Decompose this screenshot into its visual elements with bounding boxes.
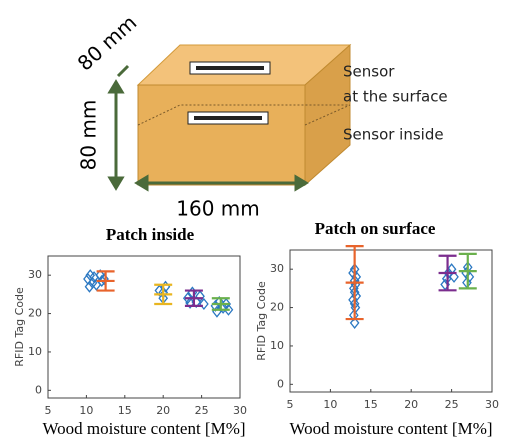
y-tick-label: 30 [270, 262, 284, 275]
sensor-label: at the surface [343, 88, 448, 106]
depth-label: 80 mm [73, 10, 142, 75]
sensor-inside-icon [194, 116, 262, 120]
figure: 80 mm 80 mm 160 mm Sensor at the surface… [0, 0, 521, 442]
x-tick-label: 20 [156, 404, 170, 417]
chart-title: Patch on surface [315, 219, 436, 238]
x-axis-label: Wood moisture content [M%] [42, 419, 245, 438]
x-tick-label: 30 [233, 404, 247, 417]
sensor-label: Sensor [343, 63, 395, 81]
y-tick-label: 10 [270, 339, 284, 352]
plot-frame [48, 256, 240, 398]
y-tick-label: 20 [28, 307, 42, 320]
x-tick-label: 30 [485, 398, 499, 411]
arrow-head [110, 82, 122, 92]
y-tick-label: 20 [270, 301, 284, 314]
y-tick-label: 30 [28, 268, 42, 281]
x-tick-label: 15 [364, 398, 378, 411]
x-axis-label: Wood moisture content [M%] [289, 419, 492, 438]
depth-arrow [118, 66, 128, 76]
y-tick-label: 0 [277, 377, 284, 390]
x-tick-label: 25 [445, 398, 459, 411]
block-front [138, 85, 305, 185]
height-label: 80 mm [77, 100, 101, 171]
x-tick-label: 20 [404, 398, 418, 411]
x-tick-label: 10 [323, 398, 337, 411]
chart-title: Patch inside [106, 225, 195, 244]
x-tick-label: 15 [118, 404, 132, 417]
x-tick-label: 25 [195, 404, 209, 417]
y-tick-label: 10 [28, 345, 42, 358]
y-axis-label: RFID Tag Code [255, 281, 268, 361]
arrow-head [110, 178, 122, 188]
y-tick-label: 0 [35, 383, 42, 396]
y-axis-label: RFID Tag Code [13, 287, 26, 367]
block-diagram: 80 mm 80 mm 160 mm Sensor at the surface… [73, 10, 448, 220]
width-label: 160 mm [176, 197, 260, 221]
x-tick-label: 5 [45, 404, 52, 417]
x-tick-label: 5 [287, 398, 294, 411]
x-tick-label: 10 [79, 404, 93, 417]
sensor-label: Sensor inside [343, 126, 444, 144]
sensor-surface-icon [196, 66, 264, 70]
